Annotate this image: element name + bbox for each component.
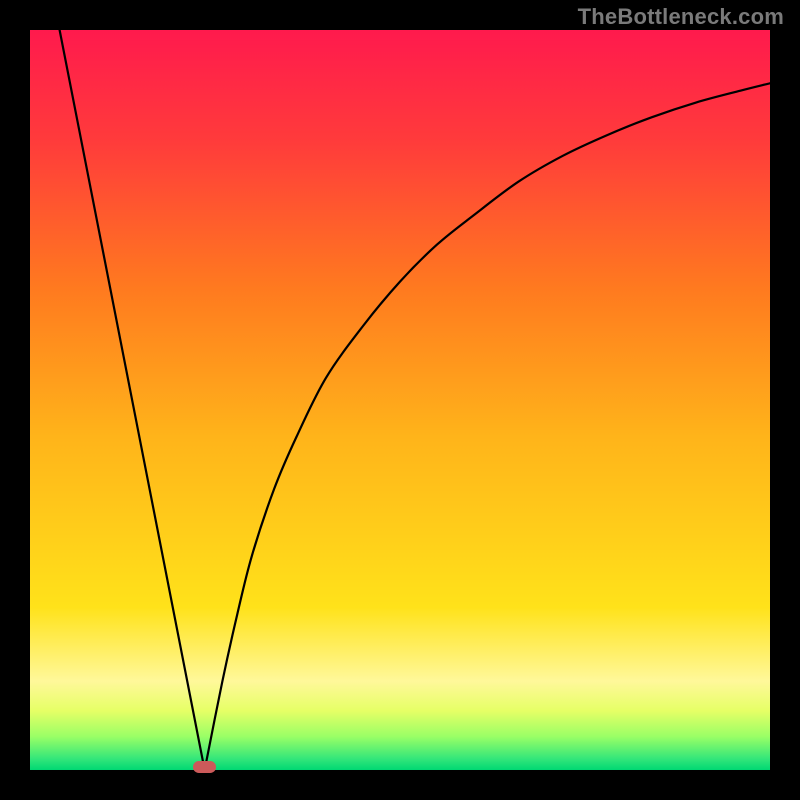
watermark-text: TheBottleneck.com (578, 4, 784, 30)
plot-area (30, 30, 770, 770)
outer-frame: TheBottleneck.com (0, 0, 800, 800)
bottleneck-curve (30, 30, 770, 770)
optimum-marker (193, 761, 217, 773)
